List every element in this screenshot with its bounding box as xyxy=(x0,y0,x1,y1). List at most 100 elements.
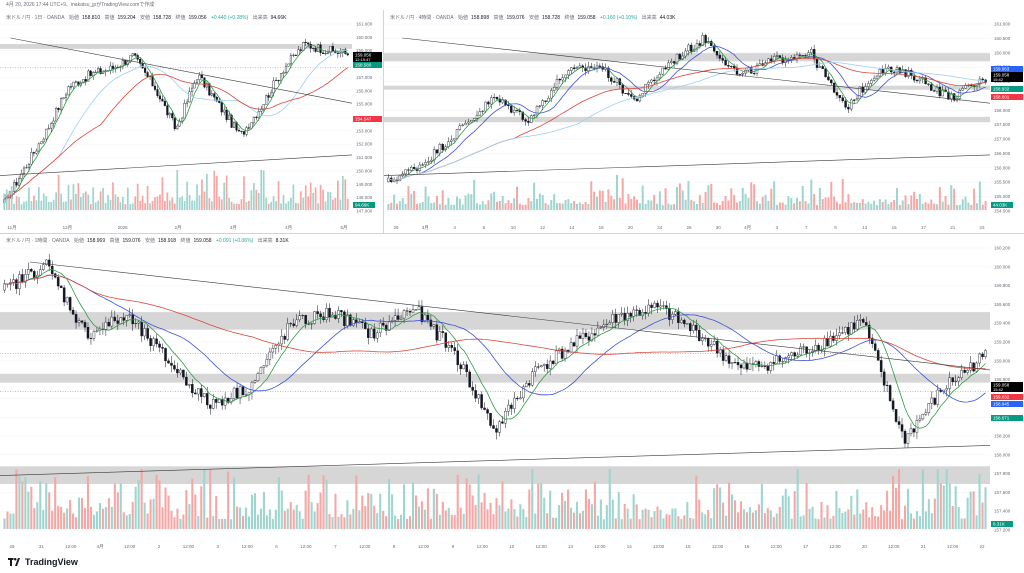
candle-body xyxy=(661,67,664,75)
candle-body xyxy=(766,366,770,371)
candle-body xyxy=(12,279,15,283)
candle-body xyxy=(572,342,576,347)
candle-body xyxy=(267,95,270,98)
candle-body xyxy=(555,79,559,88)
candle-body xyxy=(438,143,442,154)
volume-bar xyxy=(978,474,981,529)
volume-bar xyxy=(558,203,561,210)
footer: TradingView xyxy=(0,552,1024,573)
chart-4h[interactable]: 161.000160.500160.000159.500159.000158.5… xyxy=(384,10,1024,233)
volume-bar xyxy=(696,203,698,210)
volume-bar xyxy=(811,506,814,529)
volume-bar xyxy=(176,170,179,210)
candle-body xyxy=(796,354,799,357)
candle-body xyxy=(487,101,490,105)
candle-body xyxy=(410,167,413,171)
tradingview-logo[interactable]: TradingView xyxy=(8,557,78,567)
volume-bar xyxy=(30,486,33,529)
volume-bar xyxy=(913,191,916,210)
candle-body xyxy=(709,344,713,347)
volume-bar xyxy=(473,179,476,210)
volume-bar xyxy=(444,510,447,529)
volume-bar xyxy=(224,518,227,529)
x-tick-label: 3 xyxy=(216,544,219,549)
chart-daily[interactable]: 161.000160.000159.000158.000157.000156.0… xyxy=(0,10,383,233)
price-tag-label: 159.063 xyxy=(993,67,1010,72)
volume-bar xyxy=(924,202,927,210)
candle-body xyxy=(515,109,519,111)
candle-body xyxy=(427,161,430,163)
legend-change: +0.160 (+0.10%) xyxy=(599,15,638,21)
volume-bar xyxy=(814,518,817,529)
volume-bar xyxy=(878,199,881,210)
candle-body xyxy=(171,113,174,119)
volume-bar xyxy=(718,204,721,210)
volume-bar xyxy=(328,514,331,529)
volume-bar xyxy=(972,491,975,529)
candle-body xyxy=(467,121,470,124)
panel-daily[interactable]: 米ドル / 円 · 1日 · OANDA 始値 158.810 高値 159.204… xyxy=(0,10,383,233)
volume-bar xyxy=(215,496,218,529)
candle-body xyxy=(507,104,510,107)
volume-bar xyxy=(218,196,221,210)
volume-bar xyxy=(590,504,593,529)
volume-bar xyxy=(164,487,167,529)
price-tag xyxy=(991,94,1023,100)
volume-bar xyxy=(52,199,55,210)
volume-bar xyxy=(9,513,12,529)
candle-body xyxy=(104,321,108,330)
candle-body xyxy=(653,302,656,308)
candle-body xyxy=(274,345,278,349)
candle-body xyxy=(286,323,290,340)
panel-1h[interactable]: 米ドル / 円 · 1時間 · OANDA 始値 158.969 高値 159.07… xyxy=(0,234,1024,552)
volume-bar xyxy=(707,509,710,529)
volume-bar xyxy=(549,490,552,529)
chart-1h[interactable]: 160.200 160.000 159.800 159.600 159.400 159.2… xyxy=(0,234,1024,552)
volume-bar xyxy=(282,194,285,210)
panel-divider-vertical[interactable] xyxy=(383,10,384,233)
x-tick-label: 23 xyxy=(979,225,985,230)
trend-line xyxy=(402,37,991,104)
candle-body xyxy=(781,361,784,363)
candle-body xyxy=(718,54,722,59)
y-tick-label: 155.000 xyxy=(356,102,373,107)
volume-bar xyxy=(689,517,692,529)
volume-bar xyxy=(430,203,433,210)
volume-bar xyxy=(764,194,767,210)
volume-bar xyxy=(538,193,541,210)
volume-bar xyxy=(921,469,924,529)
volume-bar xyxy=(498,200,501,210)
volume-bar xyxy=(844,202,847,210)
volume-bar xyxy=(206,517,209,529)
candle-body xyxy=(698,43,702,46)
volume-bar xyxy=(910,195,913,210)
candle-body xyxy=(881,69,884,74)
candle-body xyxy=(404,169,407,175)
volume-bar xyxy=(256,514,259,529)
volume-bar xyxy=(818,187,821,210)
candle-body xyxy=(111,65,115,69)
candle-body xyxy=(279,73,283,82)
legend-close-label: 終値 xyxy=(564,15,575,21)
candle-body xyxy=(554,350,558,364)
candle-body xyxy=(89,70,92,76)
volume-bar xyxy=(593,481,596,529)
candle-body xyxy=(282,72,285,74)
volume-bar xyxy=(698,499,701,529)
volume-bar xyxy=(341,175,344,210)
candle-body xyxy=(815,58,819,68)
price-tag xyxy=(991,86,1023,92)
volume-bar xyxy=(687,180,690,210)
volume-bar xyxy=(265,197,268,210)
legend-volume: 94.66K xyxy=(270,15,287,21)
panel-divider-horizontal[interactable] xyxy=(0,233,1024,234)
volume-bar xyxy=(601,190,604,210)
candle-body xyxy=(617,314,620,323)
volume-bar xyxy=(134,486,137,529)
x-tick-label: 4月 xyxy=(285,225,292,231)
panel-4h[interactable]: 米ドル / 円 · 4時間 · OANDA 始値 158.898 高値 159.07… xyxy=(384,10,1024,233)
volume-bar xyxy=(271,518,274,529)
candle-body xyxy=(624,92,627,94)
volume-bar xyxy=(159,194,161,210)
candle-body xyxy=(235,387,239,399)
